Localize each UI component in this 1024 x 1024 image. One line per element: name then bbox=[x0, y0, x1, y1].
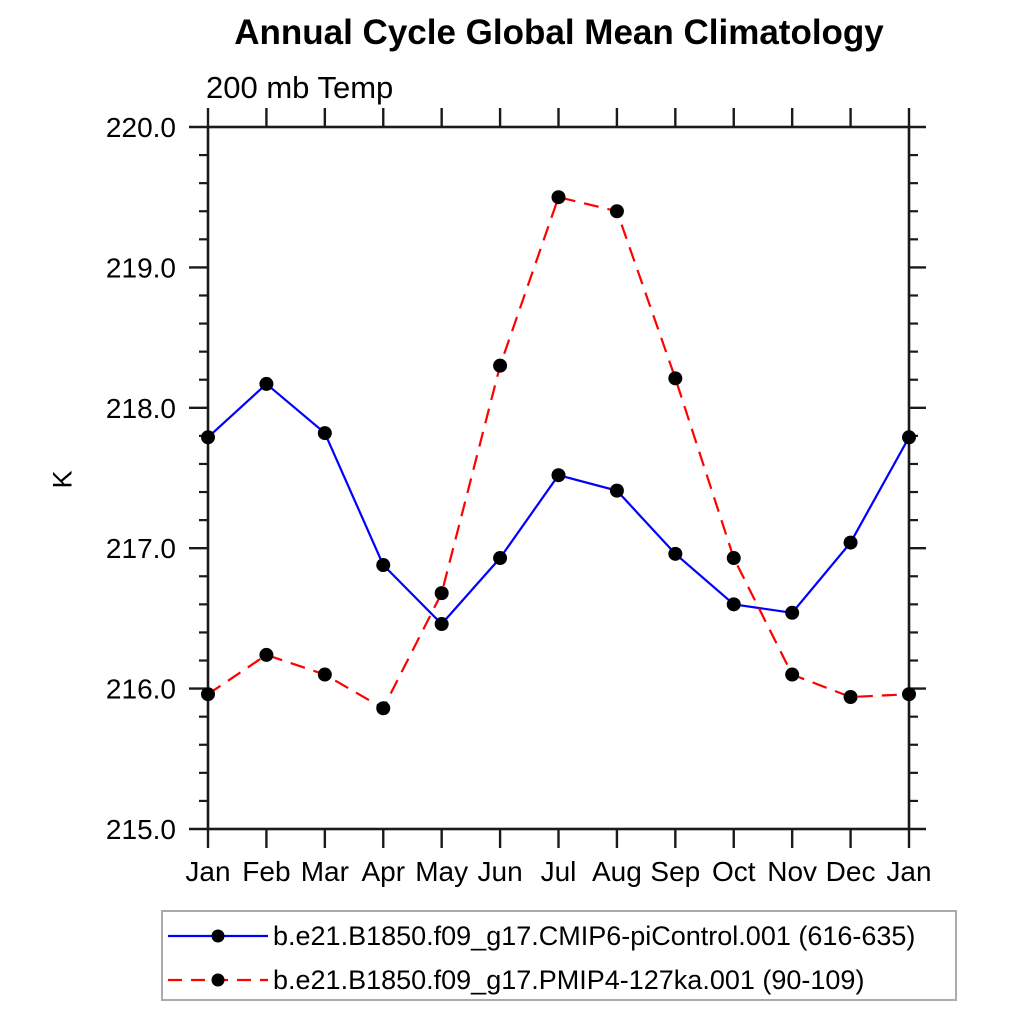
data-point-marker bbox=[376, 558, 391, 573]
chart-title: Annual Cycle Global Mean Climatology bbox=[234, 13, 884, 52]
data-point-marker bbox=[843, 535, 858, 550]
data-point-marker bbox=[668, 546, 683, 561]
legend-item-pmip4: b.e21.B1850.f09_g17.PMIP4-127ka.001 (90-… bbox=[168, 965, 864, 995]
legend-sample-marker bbox=[211, 973, 225, 987]
x-tick-label: Nov bbox=[767, 856, 817, 887]
y-tick-label: 217.0 bbox=[106, 533, 176, 564]
x-tick-label: Jul bbox=[541, 856, 577, 887]
series-line-0 bbox=[207, 382, 910, 626]
data-point-marker bbox=[259, 376, 274, 391]
legend-line-sample-solid bbox=[168, 929, 268, 943]
x-tick-label: May bbox=[415, 856, 468, 887]
x-tick-label: Jan bbox=[185, 856, 230, 887]
x-tick-label: Sep bbox=[650, 856, 700, 887]
data-point-marker bbox=[609, 483, 624, 498]
data-point-marker bbox=[201, 687, 215, 702]
legend-sample-marker bbox=[211, 929, 225, 943]
series-line-1 bbox=[207, 195, 910, 710]
data-point-marker bbox=[434, 586, 449, 601]
y-tick-label: 219.0 bbox=[106, 252, 176, 283]
legend-label: b.e21.B1850.f09_g17.CMIP6-piControl.001 … bbox=[273, 920, 916, 951]
data-point-marker bbox=[726, 597, 741, 612]
x-tick-label: Jun bbox=[478, 856, 523, 887]
y-tick-label: 218.0 bbox=[106, 393, 176, 424]
y-tick-label: 216.0 bbox=[106, 674, 176, 705]
data-point-marker bbox=[376, 701, 391, 716]
data-point-marker bbox=[609, 204, 624, 219]
y-tick-label: 220.0 bbox=[106, 112, 176, 143]
x-tick-label: Aug bbox=[592, 856, 642, 887]
data-point-marker bbox=[317, 426, 332, 441]
legend: b.e21.B1850.f09_g17.CMIP6-piControl.001 … bbox=[161, 910, 957, 1001]
x-tick-label: Dec bbox=[826, 856, 876, 887]
legend-label: b.e21.B1850.f09_g17.PMIP4-127ka.001 (90-… bbox=[273, 964, 865, 995]
data-point-marker bbox=[551, 468, 566, 483]
data-point-marker bbox=[726, 551, 741, 566]
data-point-marker bbox=[201, 430, 215, 445]
data-point-marker bbox=[551, 190, 566, 205]
data-point-marker bbox=[259, 647, 274, 662]
legend-line-sample-dashed bbox=[168, 973, 268, 987]
data-point-marker bbox=[317, 667, 332, 682]
data-point-marker bbox=[668, 371, 683, 386]
data-point-marker bbox=[434, 617, 449, 632]
data-point-marker bbox=[493, 551, 508, 566]
plot-frame bbox=[206, 125, 911, 831]
x-tick-label: Oct bbox=[712, 856, 756, 887]
chart-subtitle: 200 mb Temp bbox=[206, 70, 394, 105]
legend-item-picontrol: b.e21.B1850.f09_g17.CMIP6-piControl.001 … bbox=[168, 921, 915, 951]
data-point-marker bbox=[843, 690, 858, 705]
x-tick-label: Feb bbox=[242, 856, 290, 887]
x-tick-label: Jan bbox=[886, 856, 931, 887]
data-point-marker bbox=[902, 430, 916, 445]
data-point-marker bbox=[493, 358, 508, 373]
data-point-marker bbox=[785, 667, 800, 682]
data-point-marker bbox=[785, 605, 800, 620]
data-point-marker bbox=[902, 687, 916, 702]
x-tick-label: Apr bbox=[361, 856, 405, 887]
y-tick-label: 215.0 bbox=[106, 814, 176, 845]
x-tick-label: Mar bbox=[301, 856, 349, 887]
